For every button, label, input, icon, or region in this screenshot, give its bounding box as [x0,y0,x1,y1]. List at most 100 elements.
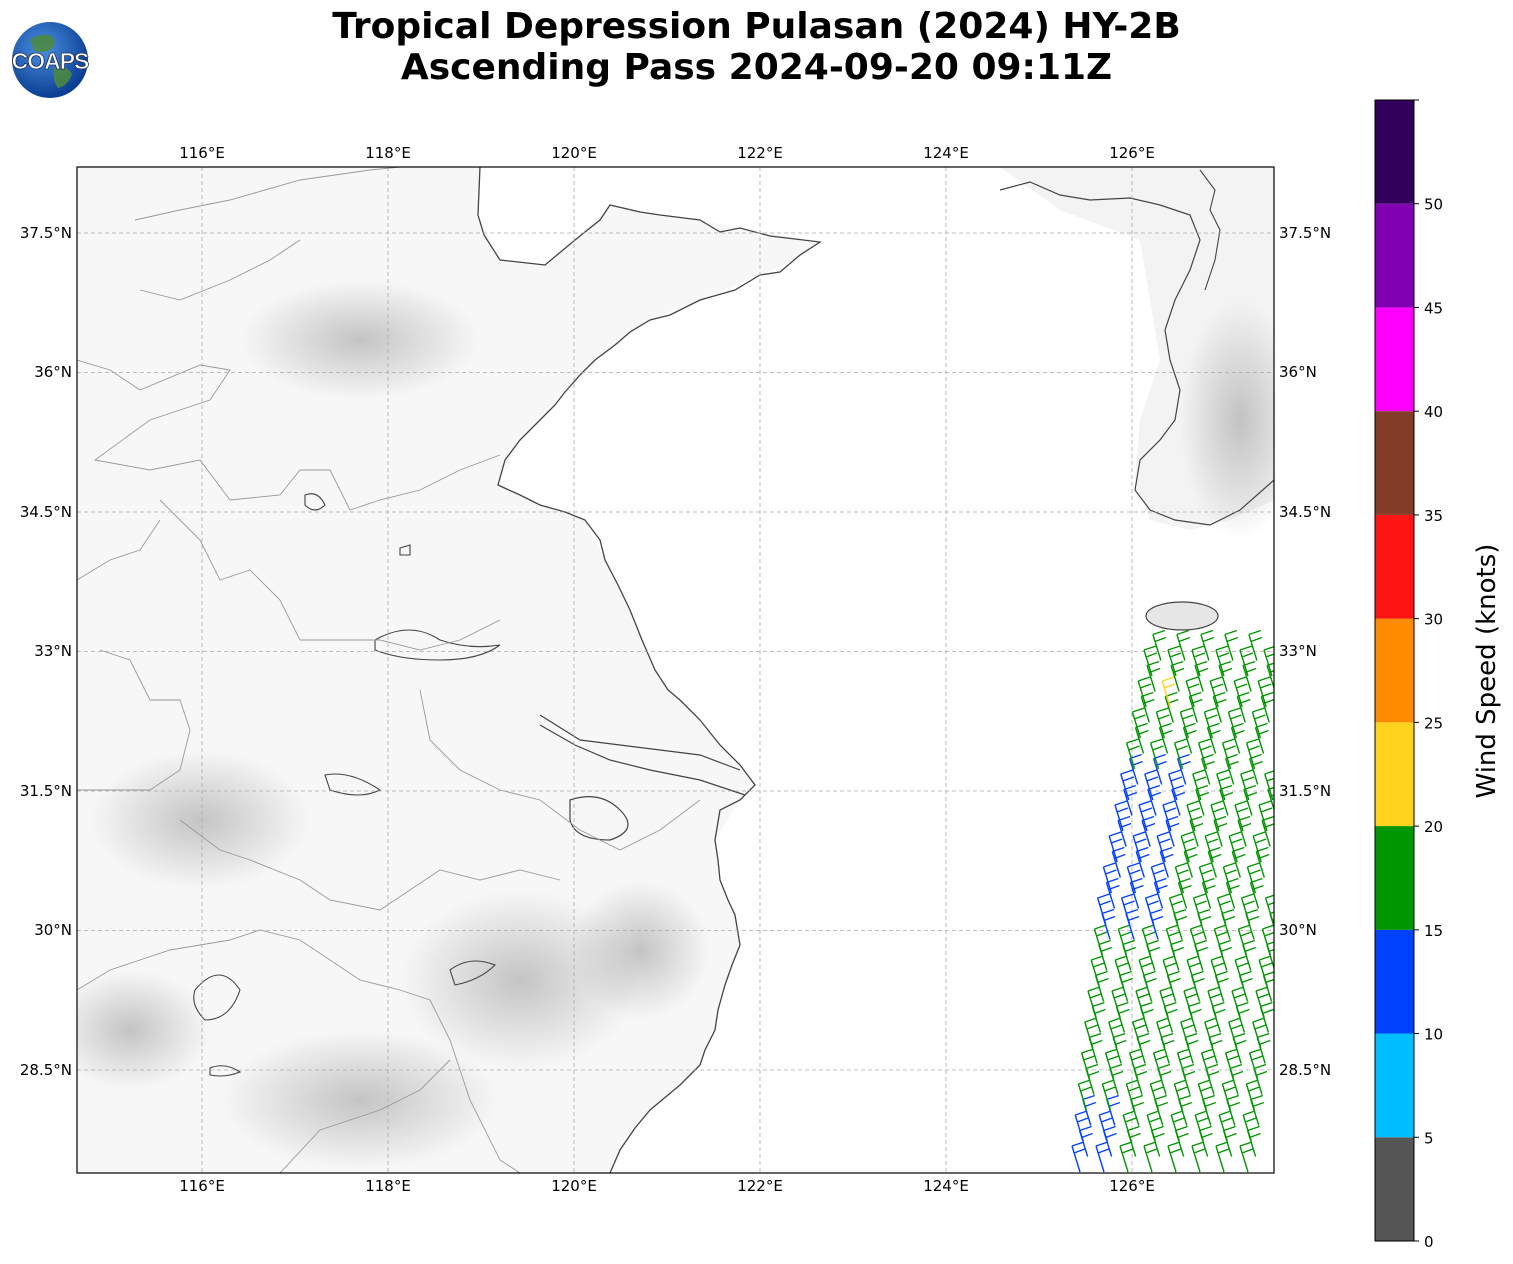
lon-label: 124°E [923,144,969,162]
wind-barb [1128,1048,1143,1080]
lat-label: 28.5°N [1279,1061,1331,1079]
wind-barb [1180,831,1195,863]
lon-label: 118°E [365,144,411,162]
wind-barb [1143,1141,1158,1173]
wind-barb [1200,629,1215,661]
wind-barb [1215,645,1230,677]
wind-barb [1141,924,1156,956]
wind-barb [1104,1048,1119,1080]
lat-label: 37.5°N [20,224,72,242]
wind-barb [1074,1110,1089,1142]
lat-label: 30°N [34,921,72,939]
colorbar-tick-label: 0 [1424,1233,1434,1251]
wind-barb [1168,769,1183,801]
wind-barb [1108,1017,1123,1049]
wind-barb [1168,893,1183,925]
wind-barb [1152,1048,1167,1080]
colorbar-segment [1375,307,1414,412]
wind-barb [1087,986,1102,1018]
wind-barb [1263,645,1274,677]
colorbar-tick-label: 35 [1424,507,1443,525]
wind-barb [1114,800,1129,832]
wind-barb [1125,1079,1140,1111]
province-boundaries [77,167,701,1173]
wind-barb [1185,676,1200,708]
colorbar-tick-label: 30 [1424,611,1443,629]
wind-barb [1144,769,1159,801]
wind-barb [1162,800,1177,832]
china-coastline [477,167,822,1173]
lat-label: 36°N [1279,363,1317,381]
wind-barb [1180,1017,1195,1049]
lat-labels-right: 37.5°N 36°N 34.5°N 33°N 31.5°N 30°N 28.5… [1279,224,1331,1079]
wind-barb [1203,707,1218,739]
wind-barb [1071,1141,1086,1173]
colorbar-tick-label: 45 [1424,299,1443,317]
wind-barb [1242,1110,1257,1142]
wind-barb [1264,894,1274,925]
wind-barb [1167,645,1182,677]
wind-barb [1132,831,1147,863]
lat-label: 30°N [1279,921,1317,939]
wind-barb [1156,831,1171,863]
colorbar-segment [1375,1137,1414,1241]
lat-label: 34.5°N [20,503,72,521]
colorbar-label: Wind Speed (knots) [1472,544,1502,799]
lat-label: 33°N [1279,642,1317,660]
wind-barb [1120,893,1135,925]
wind-barb [1204,831,1219,863]
wind-barb [1090,955,1105,987]
lon-label: 122°E [737,1177,783,1195]
wind-barb [1146,1110,1161,1142]
lon-label: 122°E [737,144,783,162]
colorbar-segment [1375,203,1414,308]
wind-barb [1149,738,1164,770]
wind-barb [1111,986,1126,1018]
colorbar: 0 5 10 15 20 25 30 35 40 45 50 [1374,99,1443,1251]
colorbar-tick-label: 20 [1424,818,1443,836]
wind-barb [1077,1079,1092,1111]
coaps-logo: COAPS [11,22,90,98]
colorbar-segment [1375,826,1414,930]
wind-barb [1237,924,1252,956]
wind-barb [1258,800,1273,832]
wind-barb [1173,1079,1188,1111]
wind-barb [1170,1110,1185,1142]
wind-barb [1080,1048,1095,1080]
wind-barbs-layer [1071,629,1274,1173]
wind-barb [1215,1141,1230,1173]
wind-barb [1191,645,1206,677]
wind-barb [1198,862,1213,894]
wind-barb [1216,893,1231,925]
lon-label: 116°E [179,1177,225,1195]
colorbar-tick-label: 25 [1424,714,1443,732]
wind-barb [1245,738,1260,770]
wind-barb [1138,800,1153,832]
lon-label: 126°E [1109,1177,1155,1195]
colorbar-segment [1375,722,1414,827]
wind-barb [1228,1017,1243,1049]
lat-label: 31.5°N [20,782,72,800]
wind-barb [1101,1079,1116,1111]
wind-barb [1161,676,1176,708]
wind-barb [1159,986,1174,1018]
wind-barb [1233,676,1248,708]
wind-barb [1162,955,1177,987]
wind-barb [1248,629,1263,661]
wind-barb [1210,800,1225,832]
wind-barb [1108,831,1123,863]
colorbar-segment [1375,411,1414,515]
wind-barb [1192,769,1207,801]
wind-barb [1210,955,1225,987]
lon-label: 120°E [551,1177,597,1195]
lon-label: 120°E [551,144,597,162]
wind-barb [1258,955,1273,987]
title-line-2: Ascending Pass 2024-09-20 09:11Z [400,47,1113,88]
wind-barb [1126,862,1141,894]
wind-barb [1194,1110,1209,1142]
wind-barb [1144,893,1159,925]
map-panel [77,167,1274,1173]
wind-barb [1173,738,1188,770]
lat-label: 28.5°N [20,1061,72,1079]
wind-barb [1239,1141,1254,1173]
